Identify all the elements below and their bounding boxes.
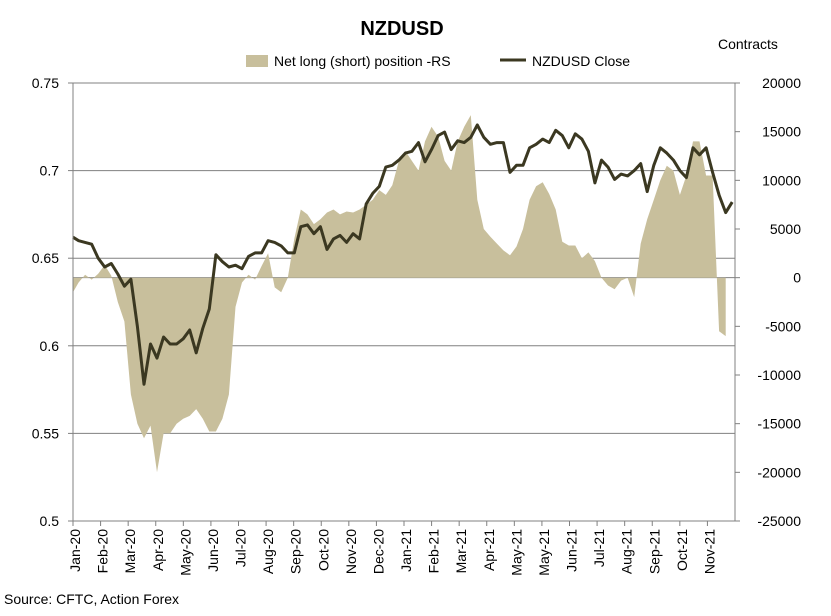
x-tick-label: Aug-20 (260, 529, 276, 574)
right-axis-ticks: -25000 -20000 -15000 -10000 -5000 0 5000 10000 1… (735, 75, 801, 529)
x-tick-label: Apr-20 (150, 529, 166, 571)
x-tick-label: Jan-21 (398, 529, 414, 572)
x-tick-label: Sep-21 (646, 529, 662, 574)
left-tick-label: 0.6 (40, 338, 60, 354)
right-tick-label: -25000 (757, 513, 801, 529)
x-tick-label: Dec-20 (370, 529, 386, 574)
x-tick-label: Apr-21 (481, 529, 497, 571)
nzdusd-close-line (72, 123, 734, 386)
legend: Net long (short) position -RS NZDUSD Clo… (246, 53, 630, 69)
x-tick-label: Jun-20 (205, 529, 221, 572)
right-axis-title: Contracts (718, 36, 778, 52)
right-tick-label: 5000 (770, 221, 801, 237)
x-tick-label: Mar-20 (122, 529, 138, 574)
x-tick-label: Nov-21 (701, 529, 717, 574)
x-tick-label: Jul-21 (591, 529, 607, 567)
x-tick-label: May-21 (536, 529, 552, 576)
net-position-area-path (73, 115, 726, 473)
right-tick-label: 10000 (762, 172, 801, 188)
right-tick-label: -15000 (757, 416, 801, 432)
left-tick-label: 0.7 (40, 163, 60, 179)
legend-area-label: Net long (short) position -RS (274, 53, 451, 69)
x-axis-ticks: Jan-20 Feb-20 Mar-20 Apr-20 May-20 Jun-20 Jul-… (67, 521, 717, 576)
x-tick-label: Mar-21 (453, 529, 469, 574)
left-axis-ticks: 0.5 0.55 0.6 0.65 0.7 0.75 (32, 75, 73, 529)
x-tick-label: Jun-21 (564, 529, 580, 572)
x-tick-label: Aug-21 (619, 529, 635, 574)
x-tick-label: Jul-20 (233, 529, 249, 567)
x-tick-label: May-21 (508, 529, 524, 576)
left-tick-label: 0.65 (32, 250, 59, 266)
x-tick-label: Nov-20 (343, 529, 359, 574)
x-tick-label: Feb-20 (95, 529, 111, 574)
legend-line-label: NZDUSD Close (532, 53, 630, 69)
x-tick-label: Feb-21 (426, 529, 442, 574)
left-tick-label: 0.55 (32, 425, 59, 441)
left-tick-label: 0.5 (40, 513, 60, 529)
right-tick-label: 20000 (762, 75, 801, 91)
net-position-area (73, 115, 726, 473)
right-tick-label: 15000 (762, 124, 801, 140)
right-tick-label: -20000 (757, 464, 801, 480)
x-tick-label: Oct-20 (315, 529, 331, 571)
right-tick-label: -5000 (765, 318, 801, 334)
x-tick-label: Oct-21 (674, 529, 690, 571)
right-tick-label: 0 (793, 270, 801, 286)
nzdusd-close-polyline (72, 123, 734, 386)
chart-title: NZDUSD (360, 18, 443, 40)
legend-area-swatch (246, 55, 268, 67)
left-tick-label: 0.75 (32, 75, 59, 91)
right-tick-label: -10000 (757, 367, 801, 383)
source-note: Source: CFTC, Action Forex (4, 591, 179, 607)
x-tick-label: Jan-20 (67, 529, 83, 572)
x-tick-label: May-20 (177, 529, 193, 576)
x-tick-label: Sep-20 (288, 529, 304, 574)
